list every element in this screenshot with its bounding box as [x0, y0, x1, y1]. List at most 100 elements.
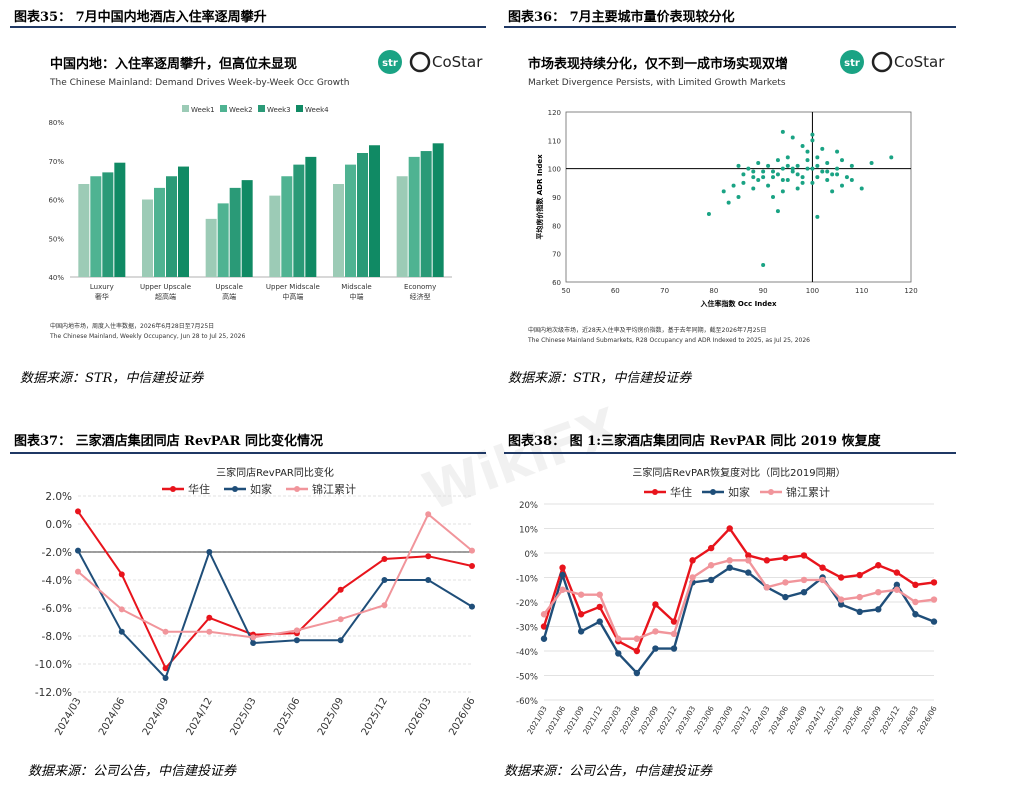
series-line: [542, 526, 935, 653]
series-marker: [707, 576, 715, 584]
series-marker: [118, 571, 125, 578]
scatter-point: [835, 166, 840, 171]
bar: [281, 176, 293, 277]
series-marker: [837, 601, 845, 608]
scatter-point: [741, 172, 746, 177]
series-marker: [837, 596, 845, 603]
scatter-point: [815, 163, 820, 168]
x-tick-label-cn: 超高端: [155, 292, 176, 301]
series-marker: [425, 577, 432, 583]
y-tick-label: 40%: [48, 274, 64, 282]
y-tick-label: 50%: [48, 235, 64, 243]
scatter-point: [795, 163, 800, 168]
scatter-point: [731, 183, 736, 188]
svg-text:str: str: [844, 58, 860, 69]
series-marker: [763, 557, 771, 564]
series-marker: [745, 552, 752, 559]
x-tick-label: 120: [904, 287, 917, 295]
svg-text:CoStar: CoStar: [432, 53, 483, 71]
scatter-point: [736, 195, 741, 199]
series-marker: [875, 562, 882, 569]
legend-label: 华住: [670, 485, 692, 499]
scatter-point: [815, 175, 820, 180]
y-tick-label: 0%: [525, 550, 539, 560]
scatter-point: [869, 161, 874, 165]
series-marker: [800, 576, 808, 584]
scatter-point: [766, 163, 771, 168]
series-marker: [893, 569, 901, 576]
x-tick-label: 2024/12: [185, 696, 215, 737]
scatter-point: [721, 189, 726, 194]
series-marker: [250, 634, 257, 641]
series-marker: [381, 577, 388, 583]
scatter-point: [844, 175, 849, 180]
scatter-point: [741, 180, 746, 185]
figure-36-chart: 市场表现持续分化，仅不到一成市场实现双增 Market Divergence P…: [506, 32, 956, 358]
series-marker: [75, 568, 81, 575]
series-marker: [596, 603, 603, 611]
series-marker: [162, 628, 169, 635]
series-marker: [875, 589, 882, 596]
bar: [241, 180, 253, 277]
y-tick-label: 90: [552, 194, 561, 202]
series-line: [542, 566, 935, 675]
series-marker: [633, 669, 641, 677]
x-tick-label: 100: [806, 287, 819, 295]
scatter-point: [790, 169, 795, 174]
series-marker: [337, 586, 344, 593]
scatter-point: [795, 172, 800, 177]
y-tick-label: 60%: [48, 197, 64, 205]
legend-marker: [294, 486, 300, 492]
scatter-point: [825, 161, 830, 165]
series-marker: [782, 593, 789, 601]
series-marker: [689, 557, 696, 564]
scatter-point: [771, 195, 775, 199]
series-marker: [800, 589, 808, 596]
scatter-point: [805, 166, 810, 171]
y-tick-label: -20%: [516, 599, 538, 609]
scatter-point: [810, 166, 815, 171]
chart-title-cn: 市场表现持续分化，仅不到一成市场实现双增: [528, 56, 788, 72]
x-axis-label: 入住率指数 Occ Index: [700, 299, 777, 308]
series-marker: [425, 553, 432, 560]
legend-label: Week1: [191, 106, 215, 114]
bar: [432, 143, 444, 277]
scatter-point: [746, 166, 751, 171]
series-marker: [469, 603, 475, 610]
scatter-point: [815, 214, 820, 219]
x-tick-label: 110: [855, 287, 868, 295]
y-tick-label: 2.0%: [45, 491, 72, 503]
bar: [269, 195, 281, 277]
series-marker: [707, 562, 715, 569]
series-marker: [800, 552, 808, 559]
bar-series: [78, 143, 444, 277]
series-line: [77, 512, 473, 639]
series-marker: [162, 665, 169, 672]
chart-note-en: The Chinese Mainland, Weekly Occupancy, …: [49, 333, 245, 340]
series-marker: [596, 591, 603, 598]
x-tick-label-cn: 高端: [222, 292, 236, 301]
bar: [345, 164, 356, 277]
series-marker: [577, 611, 585, 618]
bar: [305, 156, 317, 277]
y-tick-label: 100: [548, 166, 561, 174]
scatter-point: [761, 263, 766, 267]
y-tick-label: 80%: [48, 119, 64, 127]
series-marker: [337, 637, 344, 644]
series-marker: [707, 544, 715, 552]
scatter-point: [800, 144, 805, 148]
legend-label: 如家: [728, 485, 750, 499]
y-tick-label: 120: [548, 109, 561, 117]
series-marker: [293, 637, 300, 644]
scatter-point: [810, 132, 815, 137]
scatter-point: [889, 155, 894, 160]
legend-marker: [710, 489, 716, 495]
scatter-point: [761, 169, 766, 174]
series-marker: [856, 608, 863, 615]
series-marker: [670, 618, 678, 625]
scatter-point: [790, 166, 795, 171]
series-marker: [540, 623, 548, 630]
series-marker: [726, 564, 733, 571]
